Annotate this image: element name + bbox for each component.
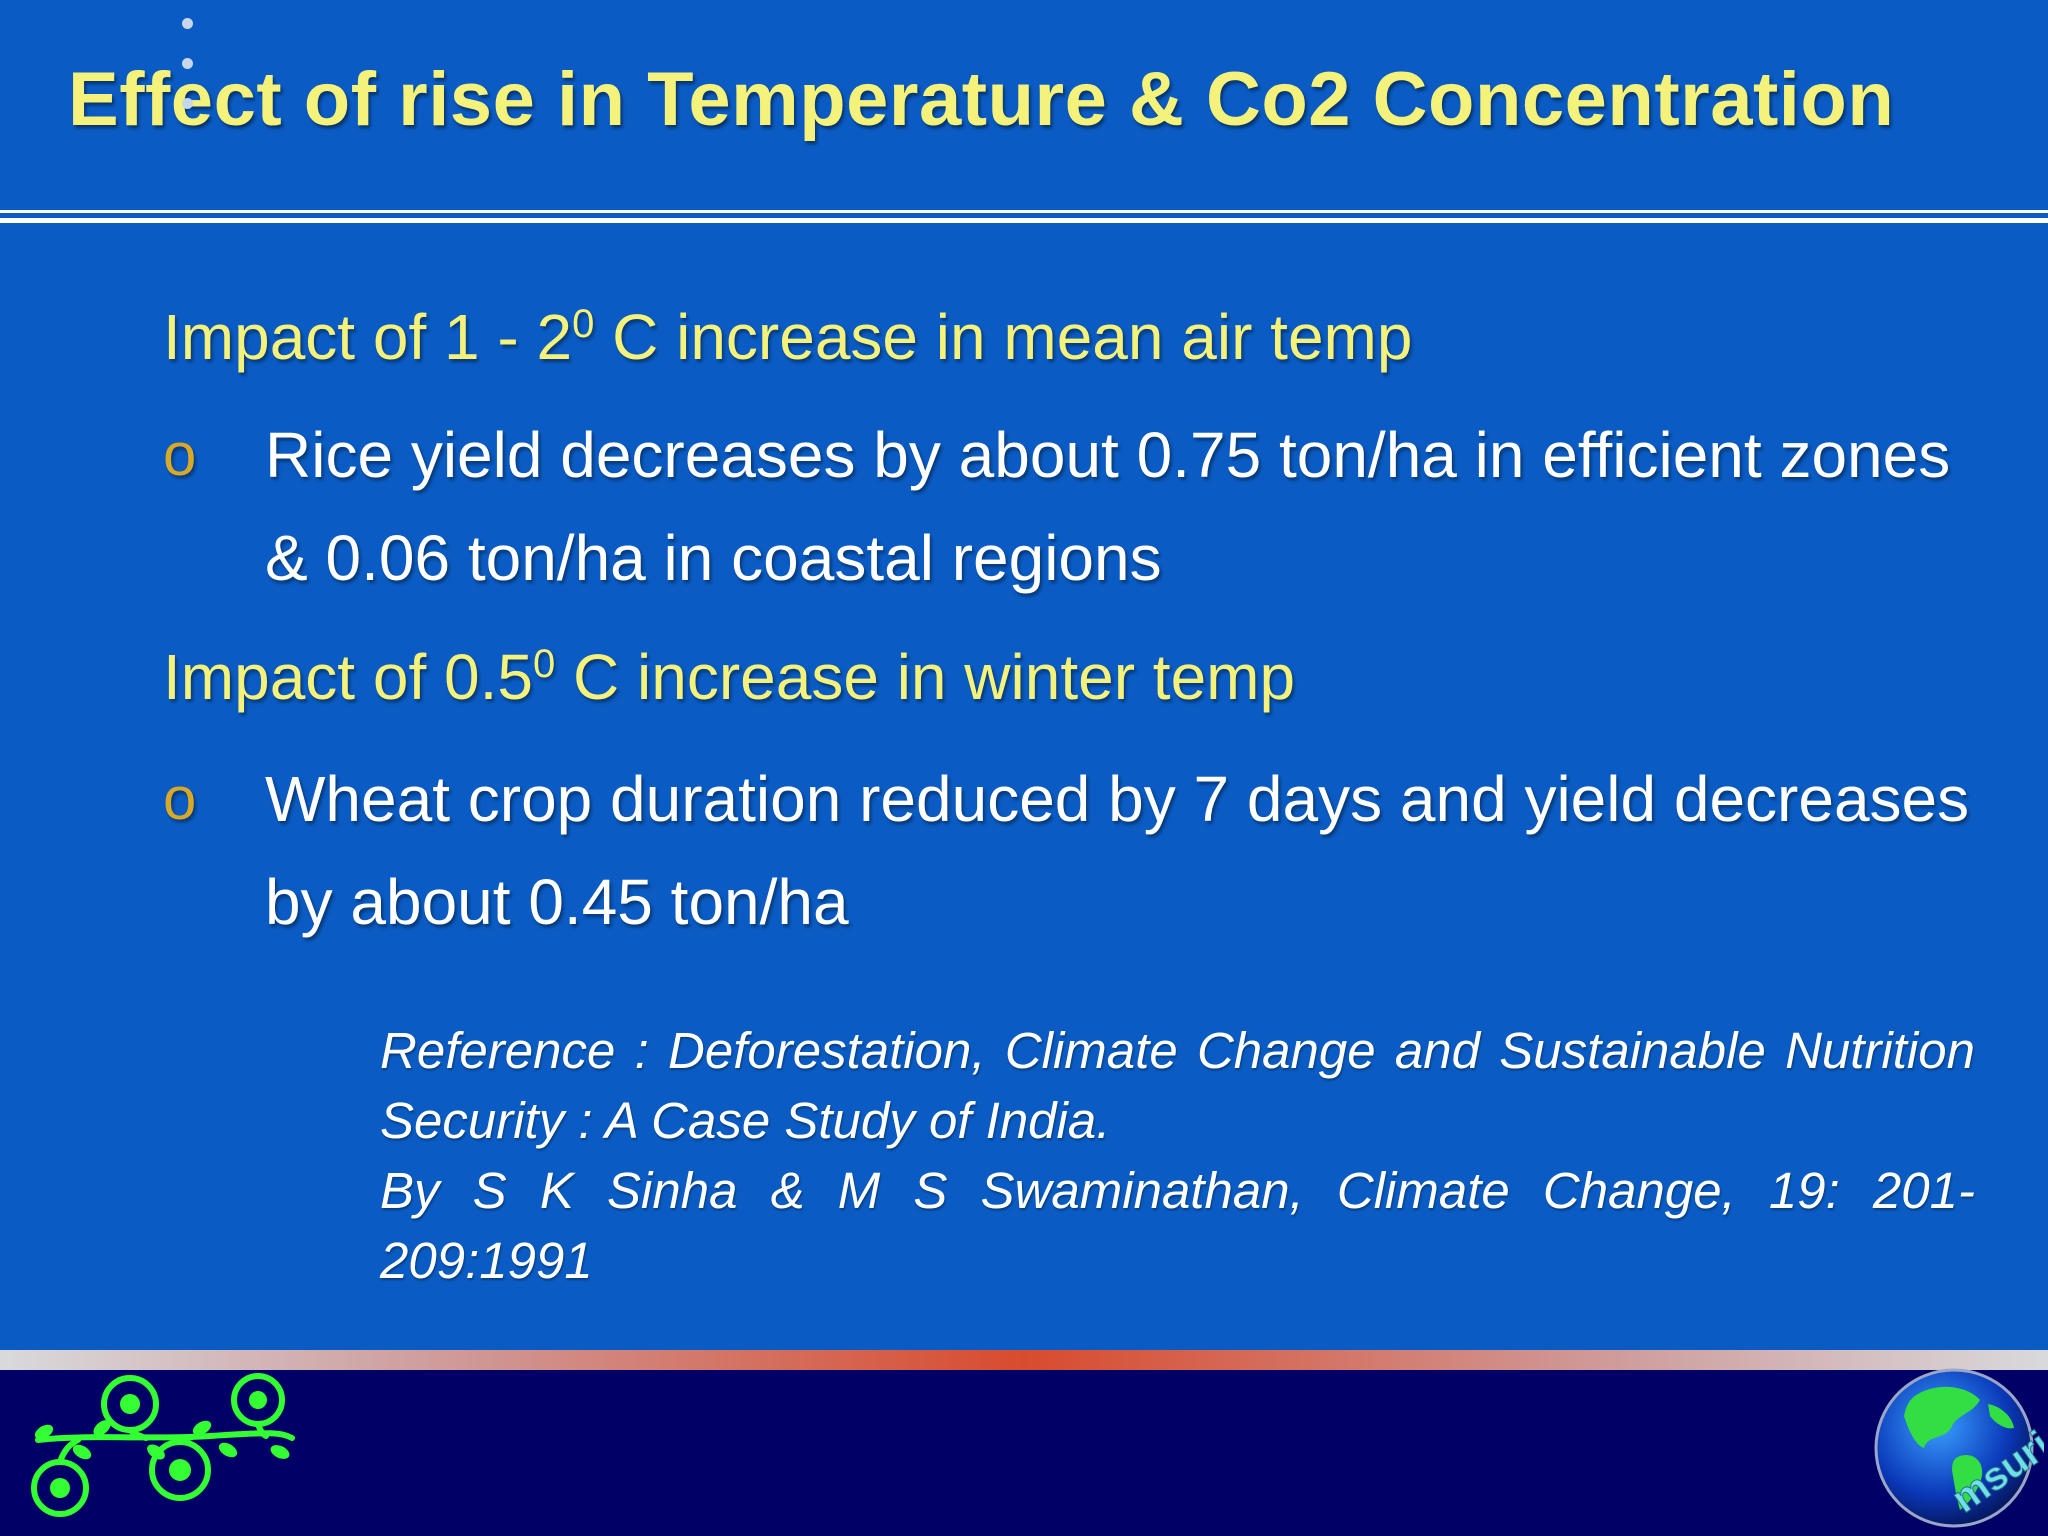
- bullet-text: Rice yield decreases by about 0.75 ton/h…: [265, 419, 1951, 594]
- footer-gradient-band: [0, 1350, 2048, 1370]
- pointer-dots-icon: [178, 18, 198, 138]
- header-divider-thin: [0, 210, 2048, 213]
- bullet-marker-icon: o: [163, 421, 197, 488]
- globe-logo: msuri: [1874, 1368, 2044, 1528]
- bullet-marker-icon: o: [163, 765, 197, 832]
- reference-citation: Reference : Deforestation, Climate Chang…: [380, 1016, 1975, 1296]
- slide-content: Impact of 1 - 20 C increase in mean air …: [163, 301, 1975, 1296]
- bullet-text: Wheat crop duration reduced by 7 days an…: [265, 763, 1970, 938]
- slide-footer: [0, 1370, 2048, 1536]
- header-divider-thick: [0, 218, 2048, 223]
- vine-flourish-logo: [31, 1373, 295, 1517]
- section-heading-mean-air-temp: Impact of 1 - 20 C increase in mean air …: [163, 301, 1413, 373]
- reference-authors-line: By S K Sinha & M S Swaminathan, Climate …: [380, 1162, 1975, 1289]
- slide-header: Effect of rise in Temperature & Co2 Conc…: [0, 0, 2048, 210]
- degree-superscript: 0: [532, 642, 556, 686]
- reference-title-line: Reference : Deforestation, Climate Chang…: [380, 1022, 1975, 1149]
- degree-superscript: 0: [572, 302, 595, 346]
- section-heading-winter-temp: Impact of 0.50 C increase in winter temp: [163, 641, 1296, 713]
- slide-title: Effect of rise in Temperature & Co2 Conc…: [68, 57, 1895, 142]
